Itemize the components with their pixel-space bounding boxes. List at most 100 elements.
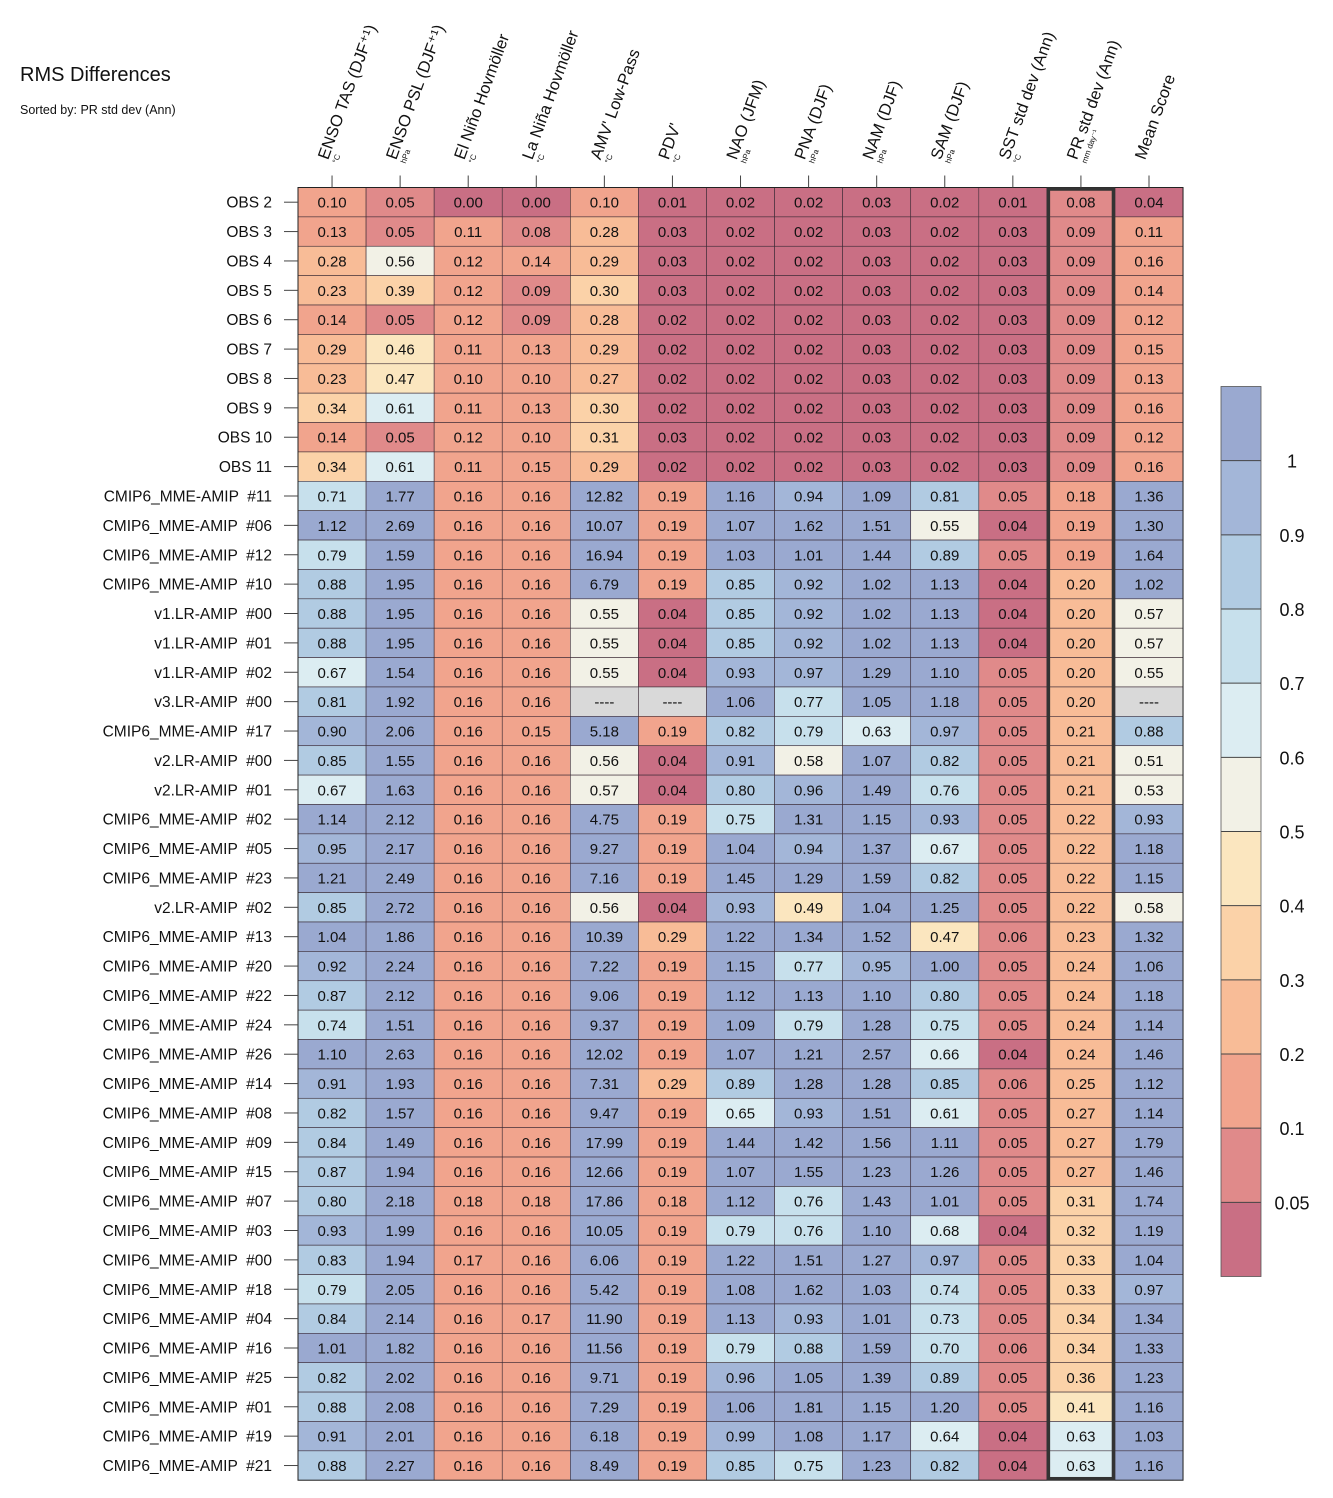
heatmap-cell [978, 1156, 1048, 1187]
cell-value-label: 0.03 [658, 224, 687, 241]
cell-value-label: 0.00 [522, 195, 551, 212]
cell-value-label: 0.15 [1134, 342, 1163, 359]
cell-value-label: 1.29 [794, 870, 823, 887]
cell-value-label: 1.08 [794, 1429, 823, 1446]
heatmap-cell [706, 539, 775, 570]
cell-value-label: 0.13 [317, 224, 346, 241]
heatmap-cell [501, 1303, 571, 1334]
heatmap-cell [1114, 480, 1184, 511]
cell-value-label: 6.06 [590, 1252, 619, 1269]
cell-value-label: 0.16 [522, 1164, 551, 1181]
heatmap-cell [1114, 422, 1184, 453]
heatmap-cell [774, 1391, 843, 1422]
cell-value-label: 0.02 [726, 400, 755, 417]
cell-value-label: 0.19 [658, 1223, 687, 1240]
cell-value-label: 1.37 [862, 841, 891, 858]
heatmap-cell [842, 892, 912, 923]
column-unit-label: °C [331, 153, 343, 165]
cell-value-label: 16.94 [586, 547, 624, 564]
cell-value-label: 0.95 [317, 841, 346, 858]
row-label: CMIP6_MME-AMIP #18 [103, 1282, 272, 1299]
cell-value-label: ---- [1139, 694, 1159, 711]
cell-value-label: 0.03 [862, 342, 891, 359]
cell-value-label: 0.34 [317, 459, 346, 476]
heatmap-cell [1046, 980, 1116, 1011]
heatmap-cell [570, 1244, 639, 1275]
heatmap-cell [570, 774, 639, 805]
heatmap-cell [910, 1068, 980, 1099]
column-header: SAM (DJF)hPa [928, 79, 973, 165]
cell-value-label: 0.14 [522, 253, 551, 270]
cell-value-label: 0.09 [1066, 283, 1095, 300]
cell-value-label: 0.05 [998, 1311, 1027, 1328]
cell-value-label: 1.02 [862, 606, 891, 623]
cell-value-label: 1.27 [862, 1252, 891, 1269]
cell-value-label: 0.77 [794, 694, 823, 711]
heatmap-cell [842, 1215, 912, 1246]
cell-value-label: 0.19 [658, 988, 687, 1005]
heatmap-cell [365, 745, 435, 776]
heatmap-cell [706, 921, 775, 952]
heatmap-cell [910, 1244, 980, 1275]
cell-value-label: 0.80 [317, 1194, 346, 1211]
heatmap-cell [1046, 1244, 1116, 1275]
cell-value-label: 0.09 [1066, 224, 1095, 241]
cell-value-label: 1.21 [794, 1047, 823, 1064]
heatmap-cell [638, 334, 707, 365]
cell-value-label: 0.27 [1066, 1135, 1095, 1152]
cell-value-label: 0.10 [454, 371, 483, 388]
cell-value-label: 0.20 [1066, 665, 1095, 682]
cell-value-label: 5.18 [590, 724, 619, 741]
cell-value-label: 0.95 [862, 959, 891, 976]
cell-value-label: 0.16 [522, 959, 551, 976]
cell-value-label: 1.46 [1134, 1047, 1163, 1064]
heatmap-cell [501, 510, 571, 541]
cell-value-label: 1.33 [1134, 1341, 1163, 1358]
heatmap-cell [774, 392, 843, 423]
colorbar-tick-label: 0.5 [1279, 823, 1304, 843]
cell-value-label: 0.66 [930, 1047, 959, 1064]
cell-value-label: 0.71 [317, 488, 346, 505]
cell-value-label: 0.76 [930, 782, 959, 799]
cell-value-label: 10.39 [586, 929, 624, 946]
cell-value-label: 0.03 [862, 400, 891, 417]
cell-value-label: 0.65 [726, 1105, 755, 1122]
cell-value-label: 0.05 [998, 753, 1027, 770]
heatmap-cell [910, 1362, 980, 1393]
cell-value-label: 7.31 [590, 1076, 619, 1093]
heatmap-cell [365, 216, 435, 247]
heatmap-cell [706, 216, 775, 247]
column-header: ENSO PSL (DJF⁺¹)hPa [383, 22, 448, 164]
cell-value-label: 0.36 [1066, 1370, 1095, 1387]
heatmap-cell [433, 774, 503, 805]
heatmap-cell [501, 892, 571, 923]
row-labels: OBS 2 OBS 3 OBS 4 OBS 5 OBS 6 OBS 7 OBS 8 OBS 9… [103, 195, 298, 1475]
cell-value-label: 0.02 [930, 459, 959, 476]
heatmap-cell [297, 275, 367, 306]
cell-value-label: 0.05 [998, 812, 1027, 829]
heatmap-cell [570, 862, 639, 893]
heatmap-cell [501, 951, 571, 982]
cell-value-label: 1.86 [386, 929, 415, 946]
cell-value-label: 0.16 [454, 635, 483, 652]
cell-value-label: 0.16 [454, 1282, 483, 1299]
column-unit-label: °C [1012, 153, 1024, 165]
cell-value-label: 0.99 [726, 1429, 755, 1446]
heatmap-cell [910, 716, 980, 747]
heatmap-cell [638, 716, 707, 747]
cell-value-label: 11.90 [586, 1311, 622, 1328]
cell-value-label: 0.84 [317, 1311, 346, 1328]
heatmap-cell [297, 216, 367, 247]
heatmap-cell [774, 627, 843, 658]
heatmap-cell [570, 480, 639, 511]
colorbar-tick-label: 0.4 [1279, 897, 1304, 917]
cell-value-label: 1.04 [726, 841, 755, 858]
cell-value-label: 0.28 [590, 312, 619, 329]
heatmap-cell [1114, 804, 1184, 835]
cell-value-label: 1.62 [794, 1282, 823, 1299]
cell-value-label: 0.90 [317, 724, 346, 741]
cell-value-label: 0.29 [658, 929, 687, 946]
cell-value-label: 0.16 [522, 753, 551, 770]
cell-value-label: 0.03 [998, 253, 1027, 270]
cell-value-label: 0.82 [930, 870, 959, 887]
